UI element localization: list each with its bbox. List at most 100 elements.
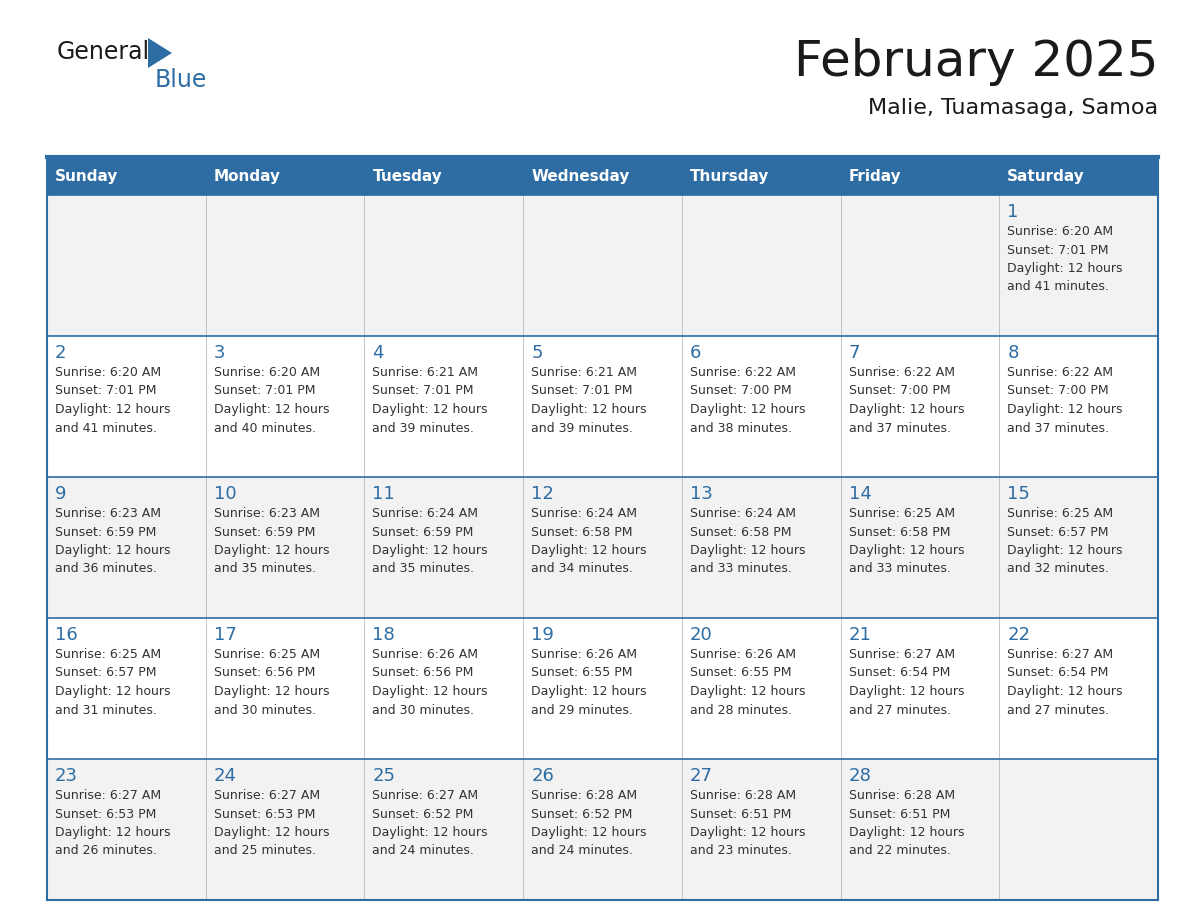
Text: Sunset: 6:58 PM: Sunset: 6:58 PM [690,525,791,539]
Text: Daylight: 12 hours: Daylight: 12 hours [848,826,965,839]
Text: Sunday: Sunday [55,169,119,184]
Text: Sunrise: 6:27 AM: Sunrise: 6:27 AM [372,789,479,802]
Text: and 32 minutes.: and 32 minutes. [1007,563,1110,576]
Text: Sunrise: 6:25 AM: Sunrise: 6:25 AM [214,648,320,661]
Text: Sunrise: 6:23 AM: Sunrise: 6:23 AM [214,507,320,520]
Text: Sunrise: 6:23 AM: Sunrise: 6:23 AM [55,507,162,520]
Text: and 37 minutes.: and 37 minutes. [848,421,950,434]
Text: Daylight: 12 hours: Daylight: 12 hours [214,403,329,416]
Text: Daylight: 12 hours: Daylight: 12 hours [848,544,965,557]
Text: Sunrise: 6:26 AM: Sunrise: 6:26 AM [690,648,796,661]
Text: Sunset: 6:52 PM: Sunset: 6:52 PM [531,808,632,821]
Text: Sunrise: 6:21 AM: Sunrise: 6:21 AM [372,366,479,379]
Text: Monday: Monday [214,169,280,184]
Text: and 37 minutes.: and 37 minutes. [1007,421,1110,434]
Bar [48,195,1158,336]
Text: Daylight: 12 hours: Daylight: 12 hours [848,403,965,416]
Text: Sunset: 6:55 PM: Sunset: 6:55 PM [531,666,633,679]
Text: and 24 minutes.: and 24 minutes. [531,845,633,857]
Text: Daylight: 12 hours: Daylight: 12 hours [372,403,488,416]
Text: 16: 16 [55,626,77,644]
Text: 9: 9 [55,485,67,503]
Text: and 39 minutes.: and 39 minutes. [372,421,474,434]
Text: Sunrise: 6:28 AM: Sunrise: 6:28 AM [531,789,637,802]
Text: Sunset: 6:51 PM: Sunset: 6:51 PM [690,808,791,821]
Bar [48,336,1158,477]
Text: 2: 2 [55,344,67,362]
Text: Sunrise: 6:22 AM: Sunrise: 6:22 AM [690,366,796,379]
Text: Thursday: Thursday [690,169,770,184]
Text: and 36 minutes.: and 36 minutes. [55,563,157,576]
Text: 1: 1 [1007,203,1018,221]
Text: Sunset: 6:59 PM: Sunset: 6:59 PM [372,525,474,539]
Text: Sunset: 7:01 PM: Sunset: 7:01 PM [214,385,315,397]
Text: Sunrise: 6:24 AM: Sunrise: 6:24 AM [690,507,796,520]
Text: 5: 5 [531,344,543,362]
Text: 18: 18 [372,626,396,644]
Text: Sunset: 7:00 PM: Sunset: 7:00 PM [848,385,950,397]
Text: Sunset: 6:57 PM: Sunset: 6:57 PM [1007,525,1108,539]
Bar [48,759,1158,900]
Text: Sunrise: 6:27 AM: Sunrise: 6:27 AM [848,648,955,661]
Text: and 41 minutes.: and 41 minutes. [55,421,157,434]
Text: Sunset: 6:54 PM: Sunset: 6:54 PM [1007,666,1108,679]
Text: Wednesday: Wednesday [531,169,630,184]
Text: Sunrise: 6:26 AM: Sunrise: 6:26 AM [372,648,479,661]
Text: Daylight: 12 hours: Daylight: 12 hours [55,685,171,698]
Text: Sunrise: 6:26 AM: Sunrise: 6:26 AM [531,648,637,661]
Text: Sunset: 6:55 PM: Sunset: 6:55 PM [690,666,791,679]
Text: 6: 6 [690,344,701,362]
Text: Daylight: 12 hours: Daylight: 12 hours [531,544,646,557]
Text: Sunset: 6:53 PM: Sunset: 6:53 PM [55,808,157,821]
Text: and 25 minutes.: and 25 minutes. [214,845,316,857]
Text: 7: 7 [848,344,860,362]
Text: Sunrise: 6:27 AM: Sunrise: 6:27 AM [214,789,320,802]
Text: Daylight: 12 hours: Daylight: 12 hours [531,685,646,698]
Text: Sunset: 6:51 PM: Sunset: 6:51 PM [848,808,950,821]
Text: Sunset: 6:59 PM: Sunset: 6:59 PM [214,525,315,539]
Text: Daylight: 12 hours: Daylight: 12 hours [372,826,488,839]
Text: 26: 26 [531,767,554,785]
Text: Sunrise: 6:21 AM: Sunrise: 6:21 AM [531,366,637,379]
Text: 3: 3 [214,344,226,362]
Text: 24: 24 [214,767,236,785]
Text: Saturday: Saturday [1007,169,1085,184]
Text: Sunset: 6:58 PM: Sunset: 6:58 PM [531,525,633,539]
Text: Sunrise: 6:28 AM: Sunrise: 6:28 AM [690,789,796,802]
Text: Sunset: 7:00 PM: Sunset: 7:00 PM [690,385,791,397]
Text: 8: 8 [1007,344,1018,362]
Text: Daylight: 12 hours: Daylight: 12 hours [1007,262,1123,275]
Text: and 35 minutes.: and 35 minutes. [372,563,474,576]
Text: Daylight: 12 hours: Daylight: 12 hours [531,403,646,416]
Text: Sunset: 6:52 PM: Sunset: 6:52 PM [372,808,474,821]
Text: and 26 minutes.: and 26 minutes. [55,845,157,857]
Text: and 27 minutes.: and 27 minutes. [848,703,950,717]
Text: and 24 minutes.: and 24 minutes. [372,845,474,857]
Text: Sunset: 6:56 PM: Sunset: 6:56 PM [214,666,315,679]
Text: 20: 20 [690,626,713,644]
Bar [48,157,1158,195]
Text: Daylight: 12 hours: Daylight: 12 hours [690,826,805,839]
Text: Sunrise: 6:25 AM: Sunrise: 6:25 AM [55,648,162,661]
Text: 11: 11 [372,485,396,503]
Text: Sunrise: 6:28 AM: Sunrise: 6:28 AM [848,789,955,802]
Text: General: General [57,40,150,64]
Text: Sunset: 6:56 PM: Sunset: 6:56 PM [372,666,474,679]
Bar [48,618,1158,759]
Text: 10: 10 [214,485,236,503]
Text: and 34 minutes.: and 34 minutes. [531,563,633,576]
Text: 12: 12 [531,485,554,503]
Text: 21: 21 [848,626,872,644]
Text: 4: 4 [372,344,384,362]
Text: Sunrise: 6:24 AM: Sunrise: 6:24 AM [372,507,479,520]
Text: February 2025: February 2025 [794,38,1158,86]
Text: Blue: Blue [154,68,208,92]
Text: 19: 19 [531,626,554,644]
Text: Daylight: 12 hours: Daylight: 12 hours [372,685,488,698]
Text: and 41 minutes.: and 41 minutes. [1007,281,1110,294]
Text: Daylight: 12 hours: Daylight: 12 hours [55,826,171,839]
Text: Sunrise: 6:20 AM: Sunrise: 6:20 AM [1007,225,1113,238]
Text: 13: 13 [690,485,713,503]
Text: Daylight: 12 hours: Daylight: 12 hours [55,403,171,416]
Text: Daylight: 12 hours: Daylight: 12 hours [1007,403,1123,416]
